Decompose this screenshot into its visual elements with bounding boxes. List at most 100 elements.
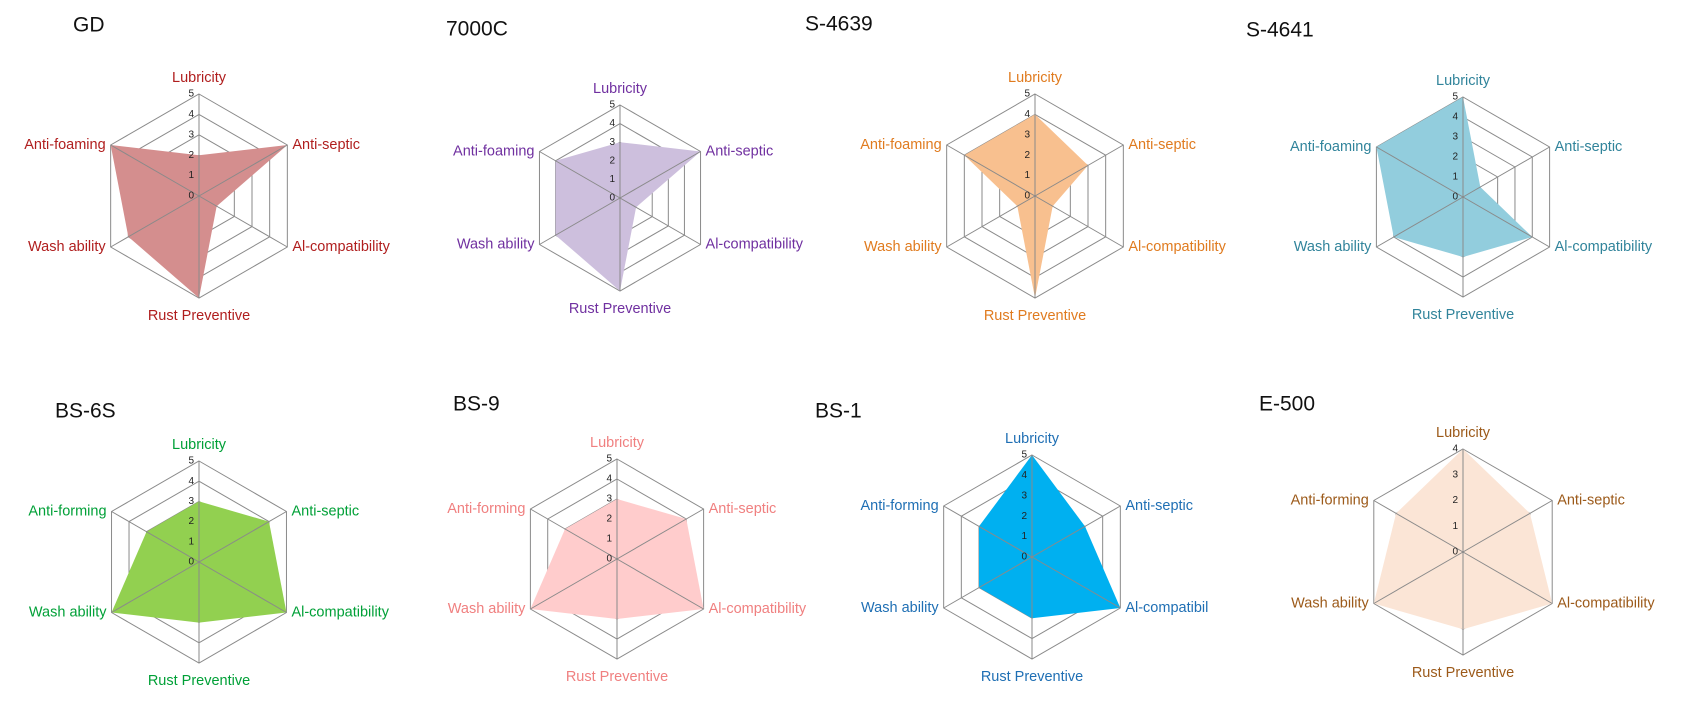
tick-label: 2: [188, 150, 194, 161]
tick-label: 3: [188, 129, 194, 140]
axis-label-anti-foaming: Anti-foaming: [453, 143, 534, 159]
axis-label-wash-ability: Wash ability: [457, 236, 535, 252]
tick-label: 2: [1452, 495, 1458, 506]
axis-label-rust-preventive: Rust Preventive: [148, 308, 250, 324]
tick-label: 5: [188, 456, 194, 467]
tick-label: 4: [609, 118, 615, 129]
axis-label-rust-preventive: Rust Preventive: [1412, 665, 1514, 681]
axis-label-lubricity: Lubricity: [1005, 431, 1060, 447]
tick-label: 1: [1452, 172, 1458, 183]
axis-label-anti-septic: Anti-septic: [1125, 498, 1193, 514]
tick-label: 0: [1021, 552, 1027, 563]
axis-spoke: [946, 195, 1036, 248]
axis-spoke: [1462, 146, 1550, 198]
tick-label: 4: [1452, 112, 1458, 123]
tick-label: 4: [188, 476, 194, 487]
axis-label-wash-ability: Wash ability: [864, 239, 942, 255]
axis-label-lubricity: Lubricity: [1436, 425, 1491, 441]
data-area: [964, 114, 1089, 299]
axis-label-lubricity: Lubricity: [172, 70, 227, 86]
axis-label-rust-preventive: Rust Preventive: [1412, 307, 1514, 323]
tick-label: 4: [188, 109, 194, 120]
tick-label: 0: [609, 193, 615, 204]
tick-label: 5: [1024, 89, 1030, 100]
radar-panel-s-4639: S-4639 0 1 2 3 4 5 Lubricity Anti-septic Al-compa…: [805, 13, 1227, 324]
axis-spoke: [1462, 500, 1553, 553]
axis-spoke: [1376, 146, 1464, 198]
axis-label-rust-preventive: Rust Preventive: [569, 301, 671, 317]
axis-spoke: [111, 561, 200, 613]
panel-title: BS-1: [815, 400, 862, 423]
tick-label: 3: [1021, 490, 1027, 501]
axis-spoke: [111, 511, 200, 563]
axis-spoke: [943, 505, 1033, 558]
tick-label: 1: [1024, 170, 1030, 181]
axis-label-anti-septic: Anti-septic: [292, 137, 360, 153]
axis-label-wash-ability: Wash ability: [1294, 239, 1372, 255]
axis-label-lubricity: Lubricity: [172, 437, 227, 453]
axis-label-al-compatibility: Al-compatibility: [706, 236, 804, 252]
panel-title: E-500: [1259, 393, 1315, 416]
axis-label-lubricity: Lubricity: [1008, 70, 1063, 86]
axis-spoke: [198, 144, 288, 197]
tick-label: 3: [188, 496, 194, 507]
radar-panel-bs-9: BS-9 0 1 2 3 4 5 Lubricity Anti-septic Al-compati…: [447, 393, 807, 685]
axis-spoke: [616, 508, 704, 560]
axis-label-al-compatibility: Al-compatibil: [1125, 600, 1208, 616]
tick-label: 0: [1452, 547, 1458, 558]
axis-label-anti-septic: Anti-septic: [709, 501, 777, 517]
axis-spoke: [619, 151, 701, 199]
radar-panel-bs-6s: BS-6S 0 1 2 3 4 5 Lubricity Anti-septic Al-compat…: [28, 400, 389, 689]
axis-label-anti-foaming: Anti-foaming: [24, 137, 105, 153]
tick-label: 0: [606, 554, 612, 565]
axis-spoke: [1034, 195, 1124, 248]
tick-label: 3: [1452, 469, 1458, 480]
tick-label: 3: [609, 137, 615, 148]
axis-label-rust-preventive: Rust Preventive: [984, 308, 1086, 324]
tick-label: 2: [609, 155, 615, 166]
axis-label-al-compatibility: Al-compatibility: [1557, 595, 1655, 611]
axis-spoke: [619, 197, 701, 245]
axis-spoke: [198, 561, 287, 613]
tick-label: 3: [1452, 132, 1458, 143]
axis-label-rust-preventive: Rust Preventive: [148, 673, 250, 689]
tick-label: 5: [1021, 450, 1027, 461]
axis-spoke: [616, 558, 704, 610]
tick-label: 0: [1024, 191, 1030, 202]
tick-label: 1: [1452, 521, 1458, 532]
axis-label-anti-forming: Anti-forming: [1291, 492, 1369, 508]
axis-spoke: [1462, 196, 1550, 248]
tick-label: 0: [1452, 192, 1458, 203]
axis-label-lubricity: Lubricity: [593, 81, 648, 97]
tick-label: 2: [1452, 152, 1458, 163]
axis-spoke: [110, 144, 200, 197]
data-area: [1376, 97, 1533, 257]
axis-label-lubricity: Lubricity: [590, 435, 645, 451]
axis-spoke: [946, 144, 1036, 197]
radar-panel-gd: GD 0 1 2 3 4 5 Lubricity Anti-septic Al-compatibi…: [24, 14, 390, 324]
tick-label: 5: [188, 89, 194, 100]
axis-spoke: [539, 197, 621, 245]
axis-label-lubricity: Lubricity: [1436, 73, 1491, 89]
tick-label: 5: [1452, 92, 1458, 103]
axis-label-anti-septic: Anti-septic: [1128, 137, 1196, 153]
axis-label-anti-septic: Anti-septic: [291, 503, 359, 519]
axis-label-wash-ability: Wash ability: [861, 600, 939, 616]
axis-spoke: [198, 511, 287, 563]
axis-label-anti-forming: Anti-forming: [860, 498, 938, 514]
axis-label-anti-septic: Anti-septic: [706, 143, 774, 159]
tick-label: 2: [606, 514, 612, 525]
tick-label: 3: [606, 494, 612, 505]
tick-label: 1: [1021, 531, 1027, 542]
data-area: [555, 142, 701, 291]
axis-spoke: [539, 151, 621, 199]
axis-label-al-compatibility: Al-compatibility: [291, 604, 389, 620]
tick-label: 2: [1021, 511, 1027, 522]
tick-label: 5: [609, 100, 615, 111]
tick-label: 4: [606, 474, 612, 485]
axis-label-anti-foaming: Anti-foaming: [1290, 139, 1371, 155]
radar-panel-bs-1: BS-1 0 1 2 3 4 5 Lubricity Anti-septic Al-compati…: [815, 400, 1208, 685]
tick-label: 3: [1024, 129, 1030, 140]
axis-spoke: [1031, 556, 1121, 609]
